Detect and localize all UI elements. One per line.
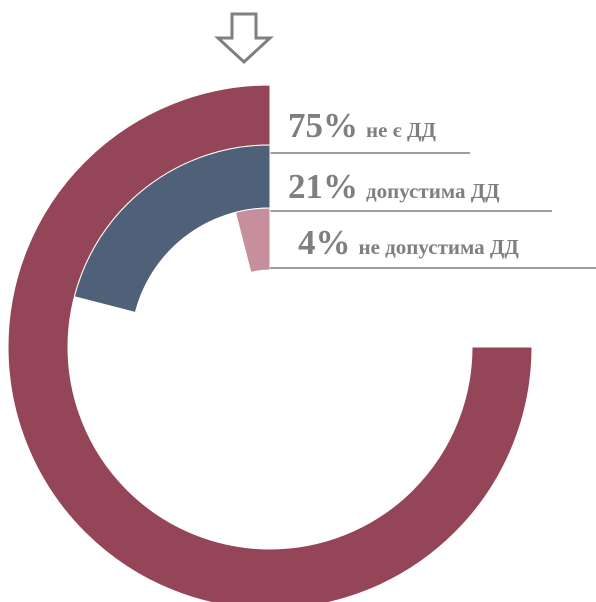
category-label: не є ДД — [366, 118, 436, 142]
value-label: 4% — [298, 223, 351, 262]
value-label: 21% — [288, 167, 358, 206]
category-label: допустима ДД — [366, 179, 500, 203]
category-label: не допустима ДД — [359, 235, 520, 259]
ring-bar — [73, 144, 271, 314]
ring-label: 4% не допустима ДД — [298, 223, 519, 262]
ring-label: 21% допустима ДД — [288, 167, 500, 206]
arrow-icon — [214, 12, 274, 65]
ring-bar — [7, 84, 533, 602]
ring-bar — [234, 207, 271, 274]
ring-label: 75% не є ДД — [288, 106, 436, 145]
value-label: 75% — [288, 106, 358, 145]
